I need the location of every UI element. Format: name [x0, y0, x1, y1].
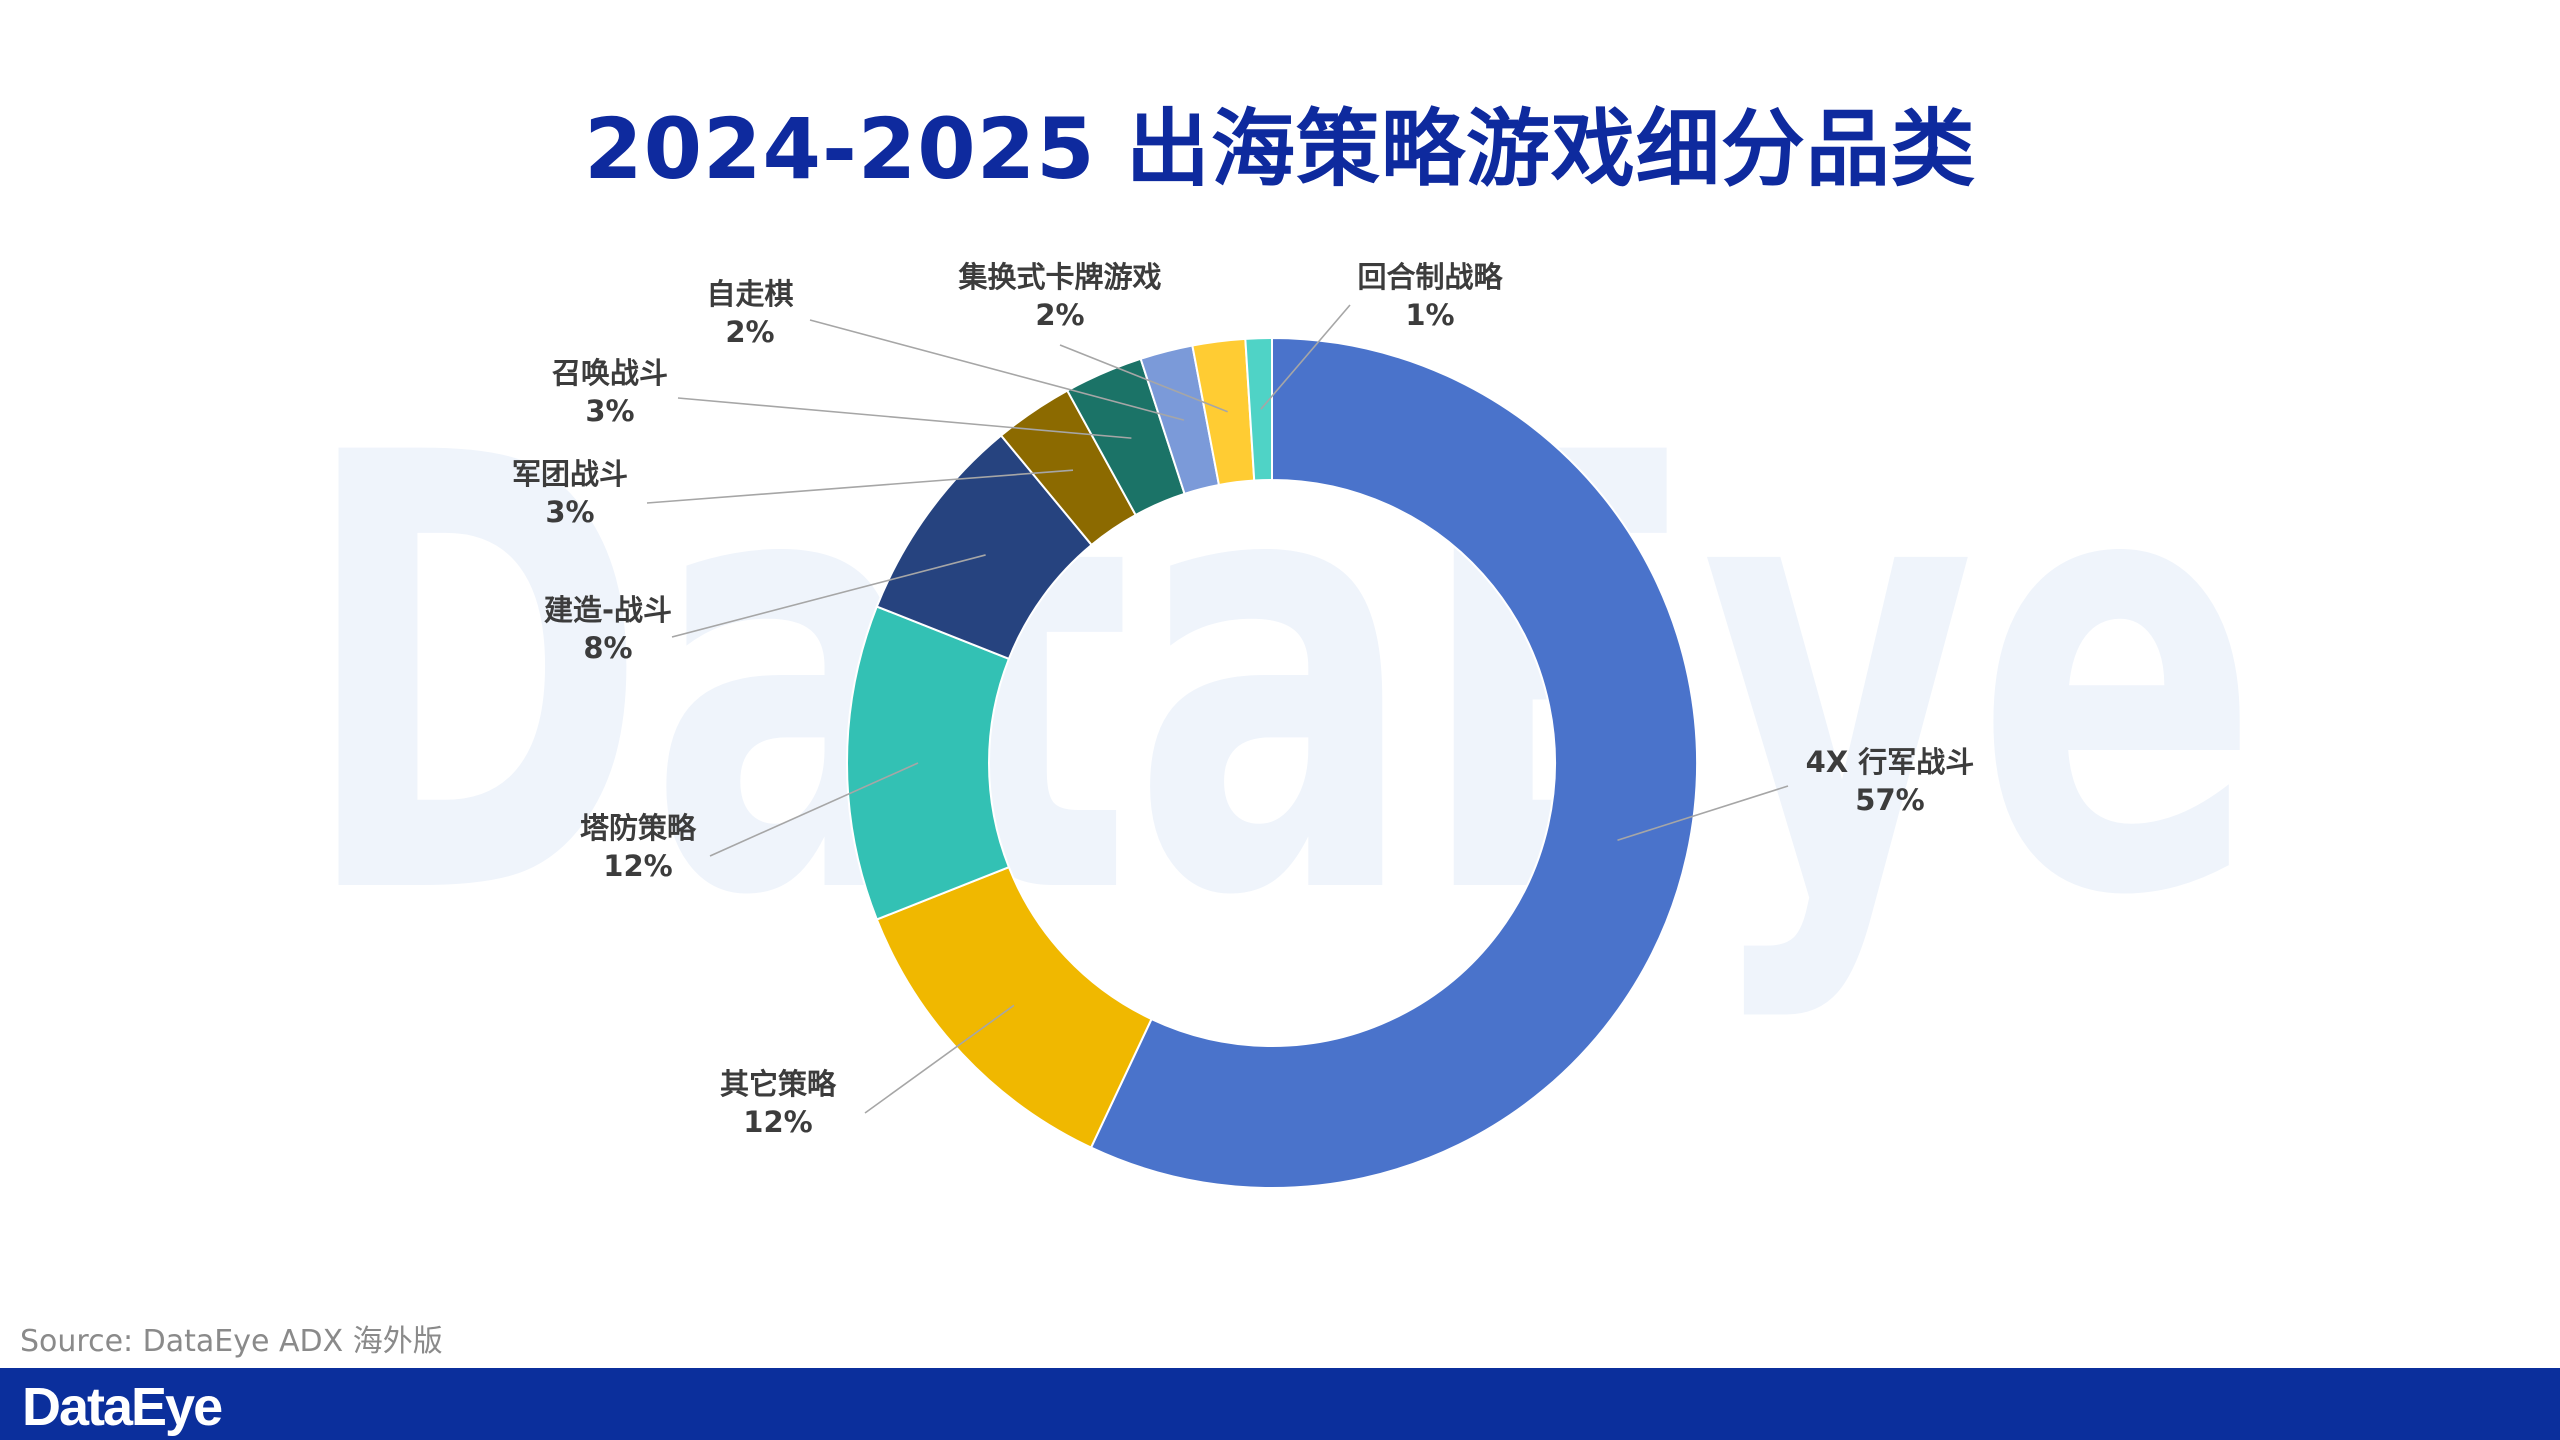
leader-line-8	[1260, 304, 1351, 410]
slice-label-name-2: 塔防策略	[580, 811, 697, 845]
leader-line-4	[646, 469, 1074, 504]
slice-label-name-4: 军团战斗	[512, 457, 628, 491]
slice-label-name-5: 召唤战斗	[552, 356, 668, 390]
slice-label-percent-0: 57%	[1855, 783, 1924, 817]
slice-label-percent-1: 12%	[743, 1105, 812, 1139]
leader-line-1	[864, 1004, 1015, 1114]
leader-line-7	[1059, 344, 1228, 413]
leader-line-0	[1617, 785, 1789, 841]
donut-slice-0	[1089, 336, 1698, 1189]
donut-slice-8	[1244, 336, 1273, 482]
slice-label-percent-5: 3%	[585, 394, 634, 428]
slice-label-name-6: 自走棋	[706, 277, 793, 311]
leader-line-2	[709, 762, 919, 857]
slice-label-percent-2: 12%	[603, 849, 672, 883]
slice-label-name-8: 回合制战略	[1357, 260, 1503, 294]
slice-label-percent-8: 1%	[1405, 298, 1454, 332]
slice-label-name-3: 建造-战斗	[544, 593, 672, 627]
source-note: Source: DataEye ADX 海外版	[20, 1324, 443, 1359]
donut-slice-2	[846, 605, 1011, 921]
slice-label-name-1: 其它策略	[720, 1067, 837, 1101]
slice-label-name-7: 集换式卡牌游戏	[957, 260, 1161, 294]
slice-label-percent-3: 8%	[583, 631, 632, 665]
leader-line-3	[671, 554, 986, 638]
slice-label-percent-7: 2%	[1035, 298, 1084, 332]
footer-bar: DataEye	[0, 1368, 2560, 1440]
dataeye-logo: DataEye	[22, 1377, 223, 1437]
chart-title: 2024-2025 出海策略游戏细分品类	[584, 100, 1976, 198]
leader-line-5	[677, 397, 1132, 439]
slice-label-percent-4: 3%	[545, 495, 594, 529]
slice-label-percent-6: 2%	[725, 315, 774, 349]
leader-line-6	[809, 319, 1185, 421]
slice-label-name-0: 4X 行军战斗	[1806, 745, 1975, 779]
